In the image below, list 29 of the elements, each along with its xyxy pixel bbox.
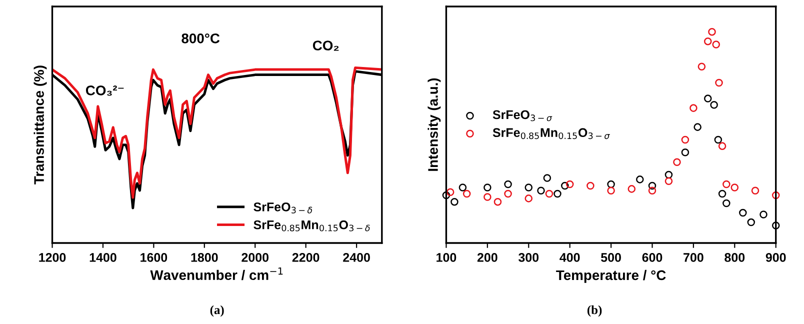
x-tick-label: 2400	[343, 253, 370, 262]
x-tick-label: 800	[724, 253, 745, 262]
legend-label: SrFe$_{0.85}$Mn$_{0.15}$O$_{3−σ}$	[492, 128, 610, 140]
x-tick-label: 900	[766, 253, 786, 262]
legend-label: SrFeO$_{3−σ}$	[492, 110, 552, 122]
legend-label: SrFeO$_{3−δ}$	[254, 202, 312, 214]
x-tick-label: 1200	[39, 253, 66, 262]
text: 800°C	[182, 33, 220, 44]
x-tick-label: 200	[477, 253, 498, 262]
x-tick-label: 1800	[191, 253, 218, 262]
text: (b)	[587, 305, 602, 317]
y-axis-title: Transmittance (%)	[34, 66, 47, 184]
x-tick-label: 2000	[242, 253, 269, 262]
x-axis-title: Temperature / °C	[556, 270, 666, 283]
text: CO₂	[312, 40, 339, 51]
x-axis-title: Wavenumber / cm$^{−1}$	[150, 267, 283, 280]
x-tick-label: 600	[642, 253, 662, 262]
x-tick-label: 300	[518, 253, 539, 262]
x-tick-label: 100	[436, 253, 456, 262]
x-tick-label: 1400	[90, 253, 116, 262]
x-tick-label: 2200	[292, 253, 320, 262]
x-tick-label: 400	[560, 253, 580, 262]
text: (a)	[210, 305, 224, 317]
x-tick-label: 500	[601, 253, 621, 262]
x-tick-label: 700	[684, 253, 704, 262]
x-tick-label: 1600	[140, 253, 168, 262]
legend-label: SrFe$_{0.85}$Mn$_{0.15}$O$_{3−δ}$	[254, 220, 370, 232]
annotation: CO₃²⁻	[86, 86, 124, 96]
y-axis-title: Intensity (a.u.)	[428, 78, 441, 171]
